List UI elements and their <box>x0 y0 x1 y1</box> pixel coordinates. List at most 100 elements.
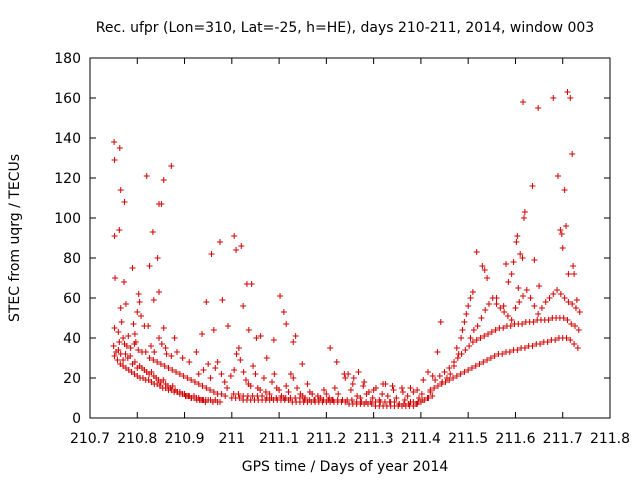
data-point <box>555 173 561 179</box>
x-tick-label: 211.2 <box>306 431 346 447</box>
data-point <box>465 367 472 373</box>
data-point <box>157 361 164 367</box>
data-point <box>559 245 566 251</box>
data-point <box>360 383 367 389</box>
data-point <box>116 227 123 233</box>
data-point <box>149 229 156 235</box>
x-tick-label: 211.8 <box>590 431 630 447</box>
data-point <box>227 373 234 379</box>
data-point <box>467 335 474 341</box>
data-point <box>212 365 219 371</box>
chart-title: Rec. ufpr (Lon=310, Lat=-25, h=HE), days… <box>96 20 594 36</box>
data-point <box>218 391 225 397</box>
data-point <box>117 187 124 193</box>
data-point <box>218 371 225 377</box>
data-point <box>160 377 167 383</box>
data-point <box>520 215 527 221</box>
data-point <box>527 295 534 301</box>
data-point <box>470 327 477 333</box>
data-point <box>238 243 245 249</box>
data-point <box>517 251 524 257</box>
data-point <box>432 377 439 383</box>
data-point <box>530 319 537 325</box>
data-point <box>233 247 240 253</box>
data-point <box>237 357 244 363</box>
x-axis: 210.7 210.8 210.9 211 211.1 211.2 211.3 211.4 21… <box>70 58 630 447</box>
data-point <box>161 363 168 369</box>
data-point <box>199 383 206 389</box>
data-marks <box>110 89 583 409</box>
data-point <box>283 383 290 389</box>
data-point <box>171 335 178 341</box>
data-point <box>565 271 572 277</box>
data-point <box>142 349 149 355</box>
data-point <box>558 231 565 237</box>
x-tick-label: 211.3 <box>354 431 394 447</box>
data-point <box>568 321 575 327</box>
data-point <box>355 369 362 375</box>
data-point <box>469 339 476 345</box>
data-point <box>410 389 417 395</box>
data-point <box>391 399 398 405</box>
y-tick-label: 0 <box>72 411 81 427</box>
data-point <box>342 375 349 381</box>
data-point <box>434 349 441 355</box>
x-tick-label: 211.7 <box>543 431 583 447</box>
data-point <box>442 379 449 385</box>
x-tick-label: 210.9 <box>164 431 204 447</box>
data-point <box>492 327 499 333</box>
data-point <box>407 385 414 391</box>
data-point <box>231 233 238 239</box>
data-point <box>465 303 472 309</box>
data-point <box>427 387 434 393</box>
data-point <box>446 365 453 371</box>
data-point <box>508 271 515 277</box>
data-point <box>479 263 486 269</box>
data-point <box>441 369 448 375</box>
data-point <box>571 271 578 277</box>
data-point <box>519 321 526 327</box>
data-point <box>118 319 125 325</box>
data-point <box>571 341 578 347</box>
data-point <box>510 259 517 265</box>
data-point <box>369 395 376 401</box>
data-point <box>179 355 186 361</box>
data-point <box>176 371 183 377</box>
plot-frame <box>89 57 611 419</box>
x-tick-label: 210.8 <box>117 431 157 447</box>
data-point <box>158 201 165 207</box>
data-point <box>287 371 294 377</box>
data-point <box>437 319 444 325</box>
x-tick-label: 211.5 <box>448 431 488 447</box>
data-point <box>135 347 142 353</box>
data-point <box>415 399 422 405</box>
y-tick-label: 180 <box>54 51 81 67</box>
data-point <box>257 333 264 339</box>
data-point <box>290 339 297 345</box>
data-point <box>147 343 154 349</box>
data-point <box>380 381 387 387</box>
data-point <box>160 325 167 331</box>
data-point <box>473 337 480 343</box>
data-point <box>481 333 488 339</box>
data-point <box>567 337 574 343</box>
data-point <box>195 371 202 377</box>
data-point <box>468 365 475 371</box>
data-point <box>276 387 283 393</box>
data-point <box>173 369 180 375</box>
data-point <box>143 173 150 179</box>
data-point <box>519 255 526 261</box>
data-point <box>482 307 489 313</box>
data-point <box>567 95 574 101</box>
data-point <box>327 345 334 351</box>
data-point <box>335 391 342 397</box>
data-point <box>285 389 292 395</box>
data-point <box>156 289 163 295</box>
data-point <box>569 151 576 157</box>
data-point <box>131 341 138 347</box>
data-point <box>240 303 247 309</box>
data-point <box>131 331 138 337</box>
data-point <box>245 327 252 333</box>
data-point <box>120 357 127 363</box>
